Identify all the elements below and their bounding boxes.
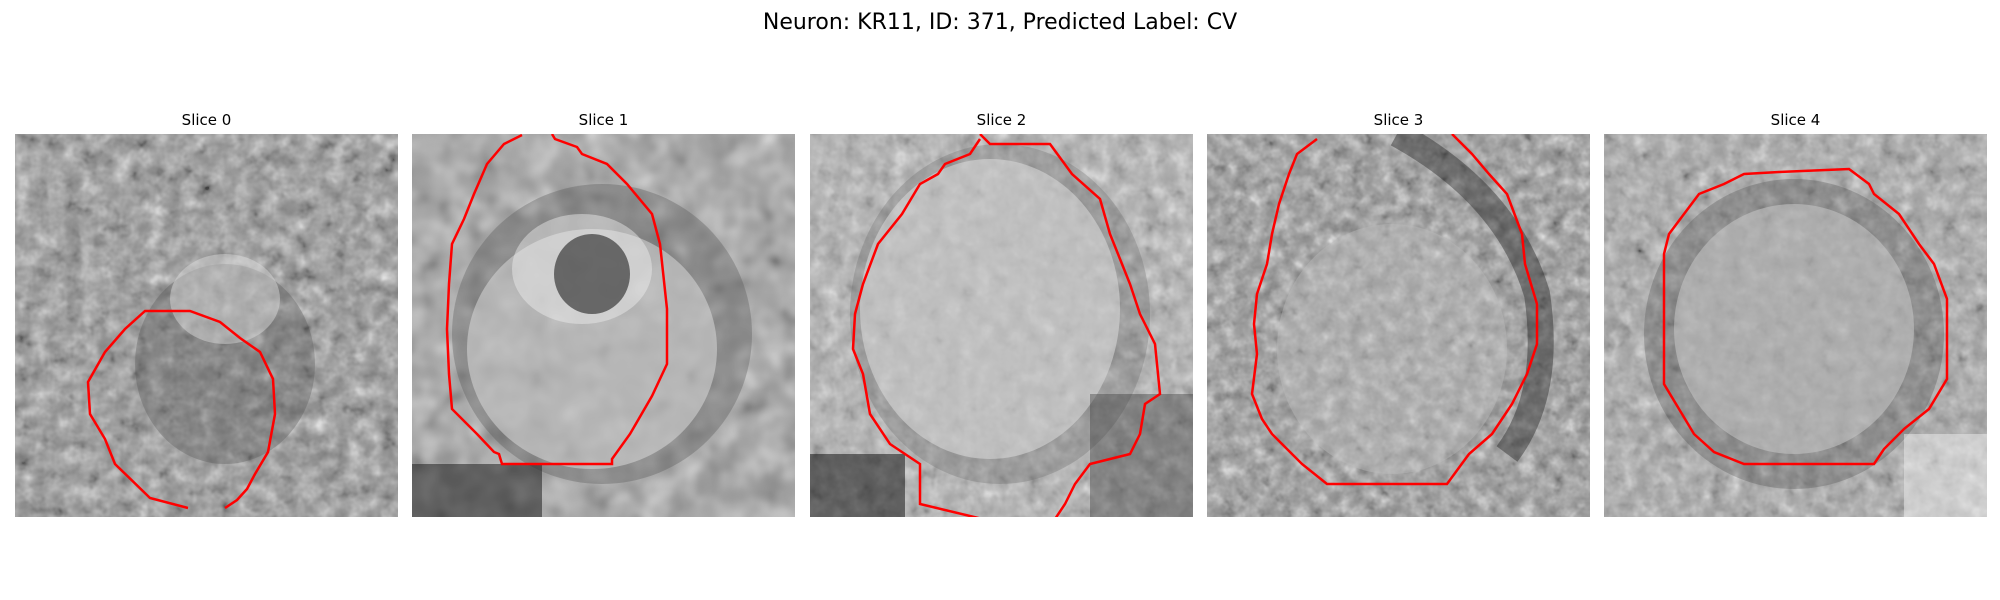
contour-outline	[851, 134, 1162, 517]
slice-panel-0: Slice 0	[15, 107, 398, 547]
slice-panel-4: Slice 4	[1604, 107, 1987, 547]
slice-image-2	[810, 134, 1193, 517]
figure-title: Neuron: KR11, ID: 371, Predicted Label: …	[762, 10, 1238, 35]
slice-image-4	[1604, 134, 1987, 517]
slice-title-3: Slice 3	[1373, 111, 1424, 129]
contour-outline	[1662, 167, 1949, 466]
slice-title-4: Slice 4	[1770, 111, 1821, 129]
slice-image-0	[15, 134, 398, 517]
grayscale-texture	[1207, 134, 1590, 517]
slice-image-3	[1207, 134, 1590, 517]
slice-title-1: Slice 1	[578, 111, 629, 129]
slice-panel-1: Slice 1	[412, 107, 795, 547]
slice-image-1	[412, 134, 795, 517]
slice-title-0: Slice 0	[181, 111, 232, 129]
grayscale-texture	[15, 134, 398, 517]
slice-title-2: Slice 2	[976, 111, 1027, 129]
contour-outline	[445, 134, 669, 466]
contour-outline	[86, 309, 277, 510]
contour-outline	[1250, 134, 1539, 486]
slice-panel-2: Slice 2	[810, 107, 1193, 547]
slice-panel-3: Slice 3	[1207, 107, 1590, 547]
